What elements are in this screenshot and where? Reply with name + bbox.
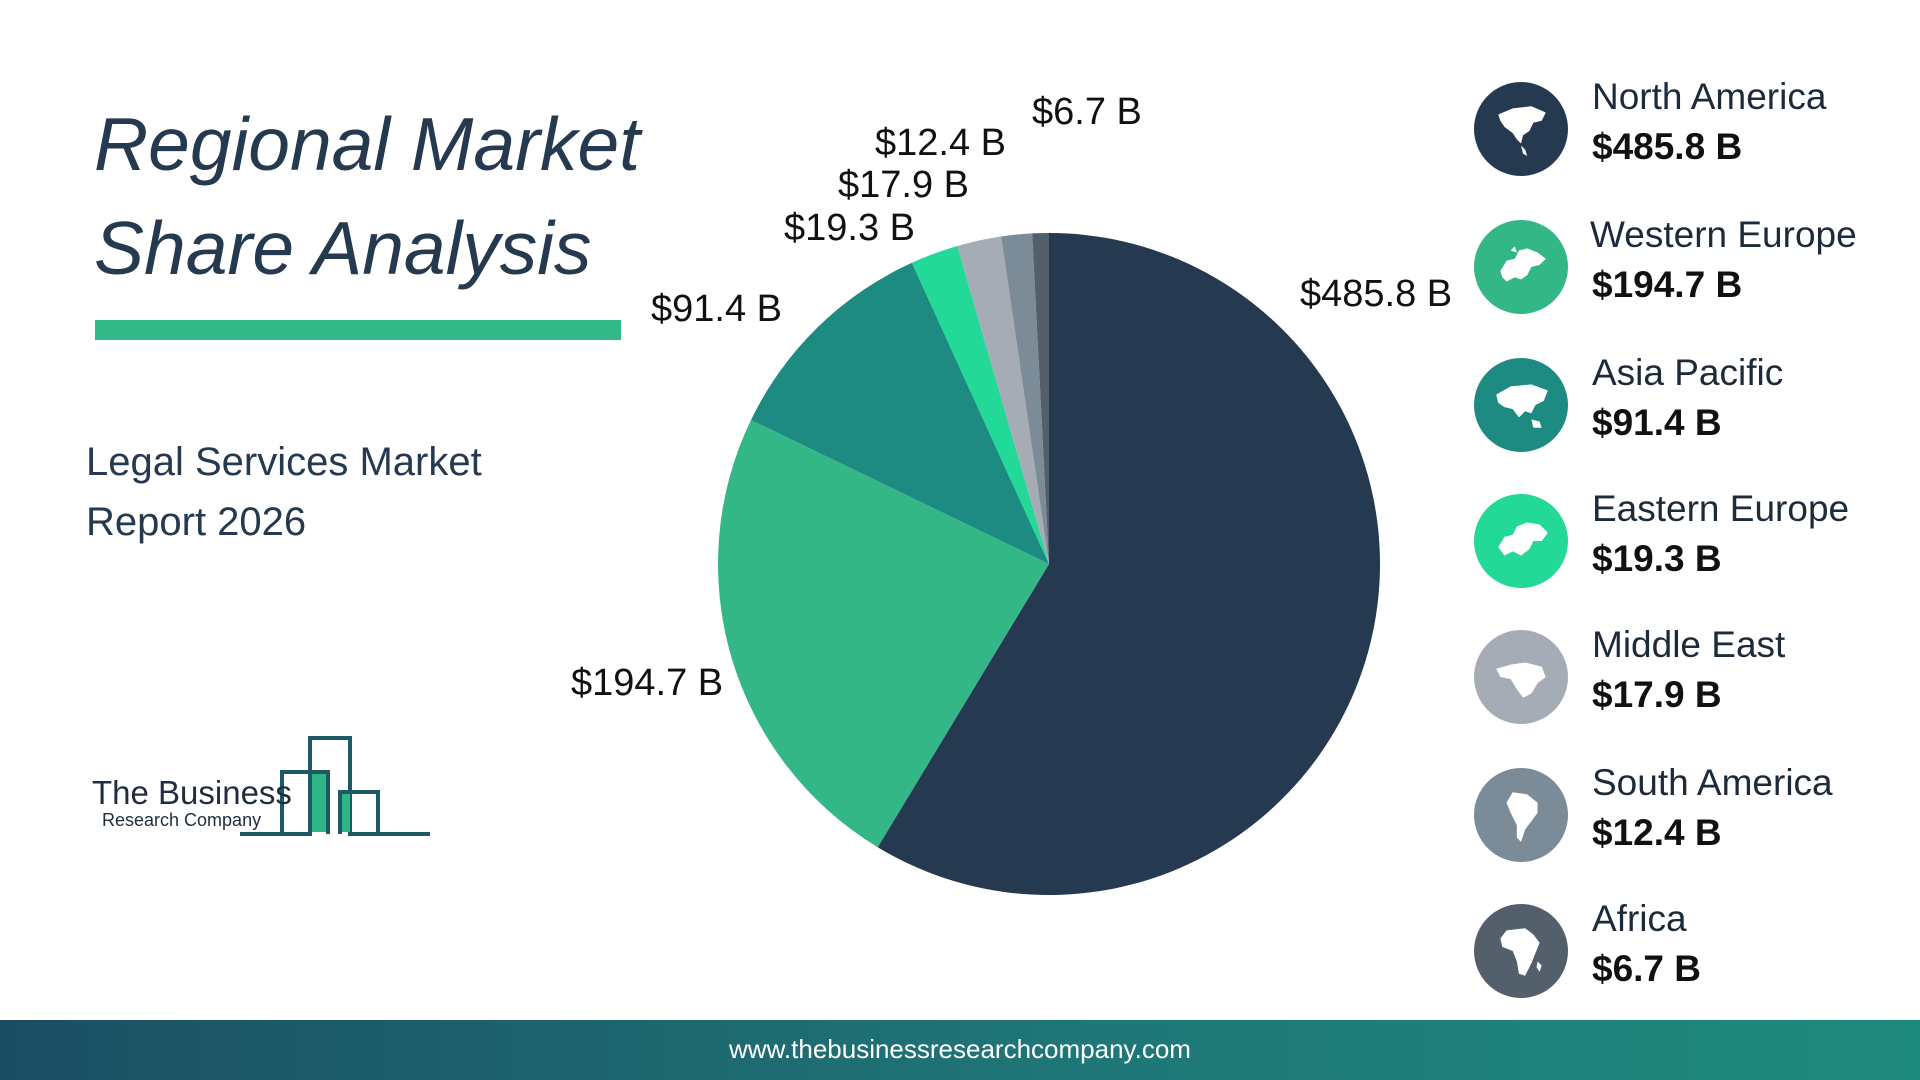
logo-line-1: The Business: [92, 774, 292, 811]
pie-value-label: $194.7 B: [571, 662, 723, 704]
north-america-map-icon: [1474, 82, 1568, 176]
pie-value-labels: $485.8 B $194.7 B $91.4 B$19.3 B$17.9 B$12…: [571, 91, 1452, 704]
logo-line-2: Research Company: [102, 810, 262, 830]
legend-value: $17.9 B: [1592, 674, 1722, 715]
pie-slice-eastern-europe: [911, 245, 1049, 564]
legend-label: Western Europe: [1590, 214, 1857, 255]
south-america-map-icon: [1474, 768, 1568, 862]
pie-slice-africa: [1032, 233, 1049, 564]
legend-label: Eastern Europe: [1592, 488, 1850, 529]
legend-item-asia-pacific: Asia Pacific $91.4 B: [1474, 352, 1914, 458]
subtitle-line-2: Report 2026: [86, 500, 307, 544]
legend-item-middle-east: Middle East $17.9 B: [1474, 624, 1914, 730]
pie-value-label: $17.9 B: [838, 164, 969, 206]
africa-map-icon: [1474, 904, 1568, 998]
pie-value-label: $19.3 B: [784, 207, 915, 249]
pie-slice-south-america: [1001, 233, 1049, 564]
pie-slice-middle-east: [957, 236, 1049, 564]
legend-item-north-america: North America $485.8 B: [1474, 76, 1914, 182]
pie-value-label: $12.4 B: [875, 122, 1006, 164]
asia-pacific-map-icon: [1474, 358, 1568, 452]
legend-value: $194.7 B: [1592, 264, 1743, 305]
pie-value-label: $91.4 B: [651, 288, 782, 330]
footer-url[interactable]: www.thebusinessresearchcompany.com: [729, 1034, 1191, 1064]
legend-label: Middle East: [1592, 624, 1786, 665]
western-europe-map-icon: [1474, 220, 1568, 314]
legend-label: South America: [1592, 762, 1833, 803]
pie-value-label: $485.8 B: [1300, 273, 1452, 315]
legend-value: $91.4 B: [1592, 402, 1722, 443]
page-title: Regional Market Share Analysis: [94, 92, 694, 300]
title-accent-bar: [95, 320, 621, 340]
legend-label: North America: [1592, 76, 1827, 117]
legend-value: $12.4 B: [1592, 812, 1722, 853]
legend-item-eastern-europe: Eastern Europe $19.3 B: [1474, 488, 1914, 594]
middle-east-map-icon: [1474, 630, 1568, 724]
pie-slice-western-europe: [717, 419, 1049, 848]
eastern-europe-map-icon: [1474, 494, 1568, 588]
legend-item-western-europe: Western Europe $194.7 B: [1474, 214, 1914, 320]
legend-item-south-america: South America $12.4 B: [1474, 762, 1914, 868]
report-subtitle: Legal Services Market Report 2026: [86, 432, 546, 552]
title-line-2: Share Analysis: [94, 206, 592, 290]
legend-label: Africa: [1592, 898, 1687, 939]
legend-value: $6.7 B: [1592, 948, 1702, 989]
legend-label: Asia Pacific: [1592, 352, 1784, 393]
pie-slice-north-america: [877, 233, 1380, 896]
pie-slice-asia-pacific: [750, 262, 1049, 564]
legend-value: $485.8 B: [1592, 126, 1743, 167]
logo-buildings-icon: [240, 736, 430, 836]
pie-slices: [717, 233, 1380, 896]
pie-value-label: $6.7 B: [1032, 91, 1142, 133]
subtitle-line-1: Legal Services Market: [86, 440, 482, 484]
footer-bar: www.thebusinessresearchcompany.com: [0, 1020, 1920, 1080]
legend-value: $19.3 B: [1592, 538, 1722, 579]
title-line-1: Regional Market: [94, 102, 641, 186]
legend-item-africa: Africa $6.7 B: [1474, 898, 1914, 1004]
company-logo: The Business Research Company: [92, 730, 432, 840]
